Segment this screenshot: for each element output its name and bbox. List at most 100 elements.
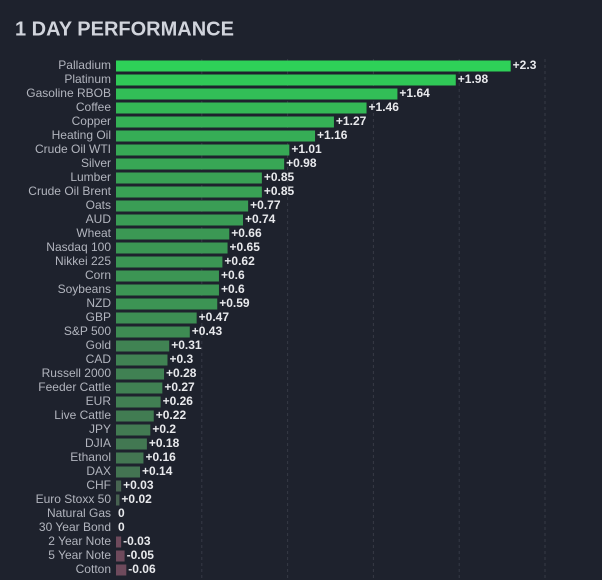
- bar: [116, 116, 334, 128]
- bar: [116, 438, 147, 450]
- value-label: +0.18: [149, 436, 180, 450]
- value-label: +1.98: [458, 72, 489, 86]
- bar: [116, 550, 125, 562]
- category-label: CAD: [86, 352, 112, 366]
- category-label: Natural Gas: [47, 506, 111, 520]
- value-label: +0.3: [169, 352, 193, 366]
- category-label: Platinum: [64, 72, 111, 86]
- bar: [116, 452, 144, 464]
- category-label: EUR: [86, 394, 112, 408]
- value-label: +0.2: [152, 422, 176, 436]
- category-label: DAX: [86, 464, 111, 478]
- bar: [116, 74, 456, 86]
- category-label: JPY: [89, 422, 111, 436]
- value-label: +0.62: [224, 254, 255, 268]
- value-label: +0.28: [166, 366, 197, 380]
- value-label: +0.6: [221, 268, 245, 282]
- bar: [116, 228, 230, 240]
- bar: [116, 312, 197, 324]
- category-label: S&P 500: [64, 324, 111, 338]
- value-label: +0.77: [250, 198, 281, 212]
- category-label: Russell 2000: [42, 366, 112, 380]
- category-label: Corn: [85, 268, 111, 282]
- bar: [116, 270, 219, 282]
- category-label: Cotton: [76, 562, 111, 576]
- value-label: +0.59: [219, 296, 250, 310]
- value-label: 0: [118, 506, 125, 520]
- category-label: Palladium: [58, 58, 111, 72]
- bar: [116, 480, 122, 492]
- category-label: GBP: [86, 310, 111, 324]
- category-label: Crude Oil WTI: [35, 142, 111, 156]
- bar: [116, 172, 262, 184]
- value-label: +1.01: [291, 142, 322, 156]
- bar: [116, 130, 316, 142]
- bar: [116, 424, 151, 436]
- value-label: +0.43: [192, 324, 223, 338]
- value-label: +0.85: [264, 184, 295, 198]
- category-label: Crude Oil Brent: [28, 184, 111, 198]
- category-label: Lumber: [70, 170, 111, 184]
- value-label: +0.98: [286, 156, 317, 170]
- bar: [116, 214, 243, 226]
- bar: [116, 256, 223, 268]
- category-label: DJIA: [85, 436, 111, 450]
- value-label: +0.03: [123, 478, 154, 492]
- bar: [116, 466, 141, 478]
- value-label: +0.14: [142, 464, 173, 478]
- value-label: +0.47: [199, 310, 230, 324]
- value-label: 0: [118, 520, 125, 534]
- bar: [116, 186, 262, 198]
- bar: [116, 382, 163, 394]
- bar: [116, 200, 249, 212]
- bar: [116, 326, 190, 338]
- category-label: 2 Year Note: [48, 534, 111, 548]
- bar: [116, 102, 367, 114]
- category-label: 5 Year Note: [48, 548, 111, 562]
- category-label: Heating Oil: [52, 128, 111, 142]
- category-label: Oats: [86, 198, 111, 212]
- category-label: Coffee: [76, 100, 111, 114]
- category-label: Nikkei 225: [55, 254, 111, 268]
- bar: [116, 88, 398, 100]
- bar: [116, 354, 168, 366]
- value-label: +0.31: [171, 338, 202, 352]
- category-label: NZD: [86, 296, 111, 310]
- category-label: CHF: [86, 478, 111, 492]
- category-label: Euro Stoxx 50: [36, 492, 112, 506]
- value-label: +0.16: [145, 450, 176, 464]
- bar: [116, 494, 120, 506]
- category-label: Gold: [86, 338, 111, 352]
- bar: [116, 564, 127, 576]
- value-label: +1.16: [317, 128, 348, 142]
- category-label: 30 Year Bond: [39, 520, 111, 534]
- value-label: +0.02: [121, 492, 152, 506]
- category-label: Soybeans: [58, 282, 111, 296]
- value-label: +0.27: [164, 380, 195, 394]
- value-label: +0.85: [264, 170, 295, 184]
- category-label: Feeder Cattle: [38, 380, 111, 394]
- value-label: +0.22: [156, 408, 187, 422]
- bar: [116, 298, 218, 310]
- category-label: Copper: [72, 114, 111, 128]
- value-label: +0.66: [231, 226, 262, 240]
- bar: [116, 340, 170, 352]
- value-label: +1.64: [399, 86, 430, 100]
- value-label: +1.27: [336, 114, 367, 128]
- value-label: +0.74: [245, 212, 276, 226]
- value-label: -0.06: [128, 562, 156, 576]
- bar: [116, 242, 228, 254]
- category-label: Nasdaq 100: [46, 240, 111, 254]
- chart-title: 1 DAY PERFORMANCE: [15, 18, 234, 40]
- bar: [116, 536, 122, 548]
- bar: [116, 60, 511, 72]
- value-label: -0.05: [127, 548, 155, 562]
- value-label: +0.65: [230, 240, 261, 254]
- bar: [116, 410, 154, 422]
- value-label: +1.46: [369, 100, 400, 114]
- category-label: Wheat: [76, 226, 111, 240]
- bar: [116, 158, 285, 170]
- category-label: Gasoline RBOB: [26, 86, 111, 100]
- category-label: AUD: [86, 212, 112, 226]
